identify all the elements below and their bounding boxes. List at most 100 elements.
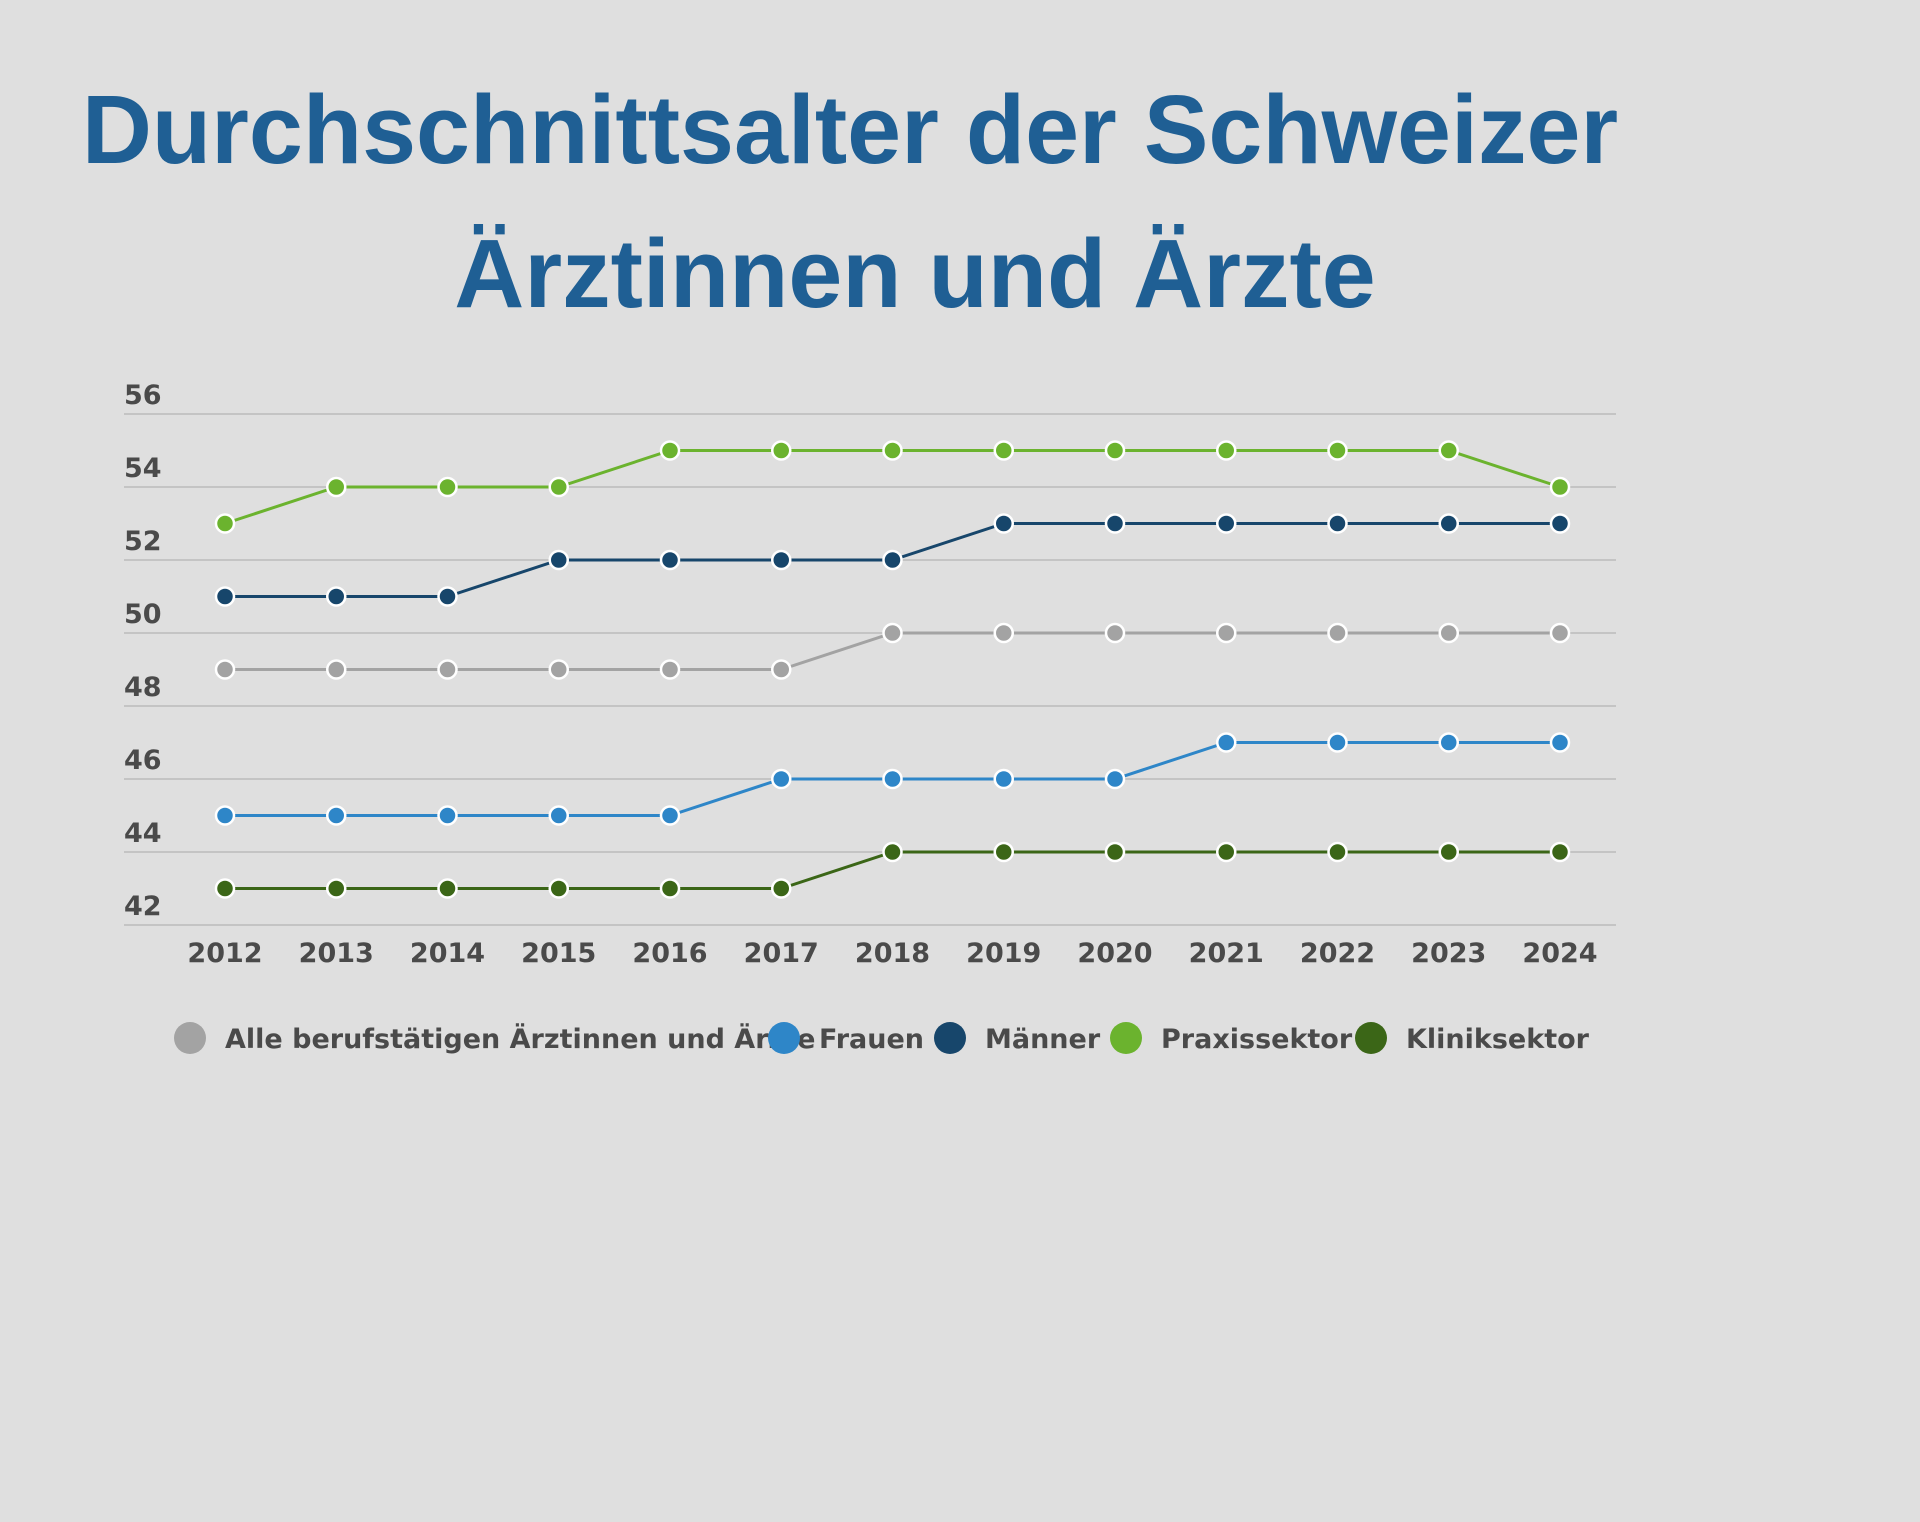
data-point [1438,622,1459,644]
x-tick-label: 2015 [521,938,596,969]
y-tick-label: 44 [124,818,162,849]
data-point [771,659,792,680]
x-tick-label: 2017 [744,938,819,969]
data-point [437,659,458,680]
data-point [1549,513,1571,534]
x-tick-label: 2018 [855,938,930,969]
x-tick-label: 2021 [1189,938,1264,969]
data-point [214,878,236,899]
x-tick-label: 2012 [187,938,262,969]
data-point [1216,841,1237,863]
legend-swatch [174,1022,206,1054]
x-tick-label: 2024 [1522,938,1597,969]
data-point [326,476,347,498]
legend-swatch [934,1022,966,1054]
chart-title-line-2: Ärztinnen und Ärzte [454,219,1375,328]
data-point [1549,476,1571,498]
legend-swatch [768,1022,800,1054]
data-point [214,513,236,534]
data-point [1438,440,1459,461]
data-point [1216,513,1237,534]
data-point [214,586,236,607]
data-point [882,768,903,790]
data-point [882,440,903,461]
data-point [1549,841,1571,863]
legend-label: Kliniksektor [1406,1024,1590,1055]
data-point [1104,768,1126,790]
data-point [214,659,236,680]
data-point [993,841,1014,863]
x-tick-label: 2013 [299,938,374,969]
x-tick-label: 2022 [1300,938,1375,969]
legend-item: Kliniksektor [1355,1022,1590,1055]
chart-title-line-1: Durchschnittsalter der Schweizer [82,75,1618,184]
data-point [548,805,569,826]
data-point [1216,732,1237,753]
data-point [1549,622,1571,644]
y-tick-label: 42 [124,891,162,922]
data-point [548,878,569,899]
legend-swatch [1355,1022,1387,1054]
x-tick-label: 2019 [966,938,1041,969]
data-point [1216,440,1237,461]
data-point [1327,732,1348,753]
series-0 [214,622,1571,680]
series-4 [214,841,1571,899]
data-point [882,549,903,571]
data-point [548,659,569,680]
data-point [437,878,458,899]
data-point [437,586,458,607]
data-point [1327,622,1348,644]
data-point [771,768,792,790]
legend: Alle berufstätigen Ärztinnen und Ärzte Fr… [174,1022,1590,1055]
y-tick-label: 50 [124,599,162,630]
data-point [437,476,458,498]
legend-label: Alle berufstätigen Ärztinnen und Ärzte [225,1023,815,1055]
data-point [659,659,681,680]
data-point [659,878,681,899]
data-point [993,440,1014,461]
data-point [771,878,792,899]
legend-item: Männer [934,1022,1101,1055]
data-point [993,513,1014,534]
series-1 [214,732,1571,826]
data-point [326,878,347,899]
data-point [659,440,681,461]
data-point [1327,513,1348,534]
chart-title: Durchschnittsalter der Schweizer Ärztinn… [82,75,1618,328]
data-point [1438,841,1459,863]
data-point [548,476,569,498]
data-point [1104,440,1126,461]
y-tick-label: 54 [124,453,162,484]
data-point [659,549,681,571]
y-tick-label: 46 [124,745,162,776]
data-point [1438,732,1459,753]
legend-swatch [1110,1022,1142,1054]
data-point [326,805,347,826]
data-point [437,805,458,826]
legend-item: Alle berufstätigen Ärztinnen und Ärzte [174,1022,815,1055]
legend-label: Männer [985,1024,1101,1055]
x-tick-label: 2023 [1411,938,1486,969]
data-point [771,549,792,571]
y-axis-ticks: 56 54 52 50 48 46 44 42 [124,380,162,922]
legend-item: Frauen [768,1022,924,1055]
x-tick-label: 2016 [632,938,707,969]
data-point [882,622,903,644]
series-3 [214,440,1571,534]
y-tick-label: 48 [124,672,162,703]
data-point [771,440,792,461]
data-point [659,805,681,826]
data-point [882,841,903,863]
legend-item: Praxissektor [1110,1022,1353,1055]
series-2 [214,513,1571,607]
data-point [326,659,347,680]
data-point [214,805,236,826]
x-axis-ticks: 2012 2013 2014 2015 2016 2017 2018 2019 2020 2021… [187,938,1597,969]
y-tick-label: 52 [124,526,162,557]
data-point [993,768,1014,790]
data-point [1216,622,1237,644]
data-point [1104,513,1126,534]
data-point [993,622,1014,644]
